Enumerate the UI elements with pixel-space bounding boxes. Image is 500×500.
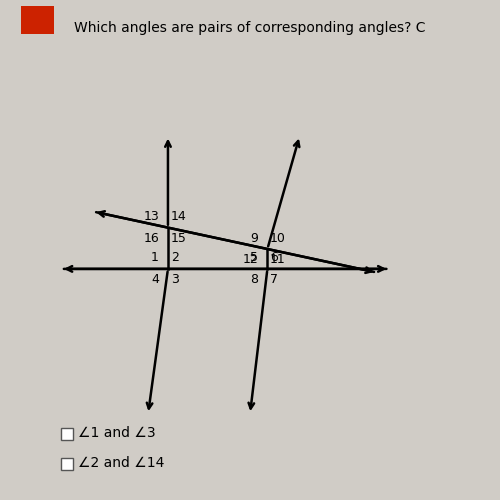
Text: 9: 9 xyxy=(250,232,258,244)
Text: 10: 10 xyxy=(270,232,286,244)
FancyBboxPatch shape xyxy=(61,428,74,440)
Text: 5: 5 xyxy=(250,252,258,264)
Text: 12: 12 xyxy=(242,254,258,266)
FancyBboxPatch shape xyxy=(61,458,74,470)
Text: 7: 7 xyxy=(270,274,278,286)
Text: 13: 13 xyxy=(144,210,159,223)
Text: 3: 3 xyxy=(170,274,178,286)
Text: 1: 1 xyxy=(151,252,159,264)
FancyBboxPatch shape xyxy=(22,6,54,34)
Text: 8: 8 xyxy=(250,274,258,286)
Text: ∠2 and ∠14: ∠2 and ∠14 xyxy=(78,456,165,469)
Text: 4: 4 xyxy=(151,274,159,286)
Text: 14: 14 xyxy=(170,210,186,223)
Text: Which angles are pairs of corresponding angles? C: Which angles are pairs of corresponding … xyxy=(74,22,426,36)
Text: 15: 15 xyxy=(170,232,186,245)
Text: 6: 6 xyxy=(270,252,278,264)
Text: ∠1 and ∠3: ∠1 and ∠3 xyxy=(78,426,156,440)
Text: 11: 11 xyxy=(270,254,286,266)
Text: 2: 2 xyxy=(170,252,178,264)
Text: 16: 16 xyxy=(144,232,159,245)
